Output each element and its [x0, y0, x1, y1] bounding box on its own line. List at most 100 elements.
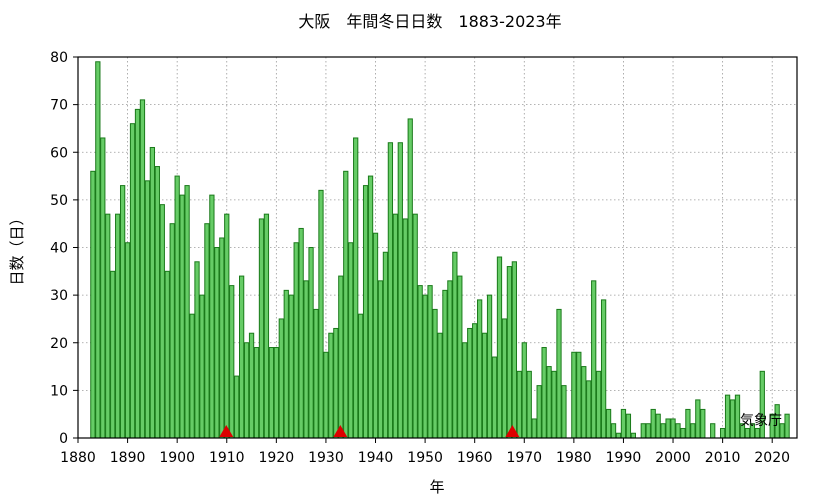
bar-1948 [412, 213, 418, 439]
bar-1996 [650, 408, 656, 439]
station-change-markers [219, 425, 520, 437]
bar-1989 [615, 432, 622, 439]
bar-1945 [397, 142, 403, 439]
x-tick-label: 1910 [209, 450, 245, 466]
bar-1920 [273, 347, 279, 439]
y-tick-label: 70 [50, 98, 68, 114]
bar-1984 [591, 280, 597, 439]
bar-1935 [348, 242, 354, 439]
bar-1949 [417, 285, 423, 439]
bar-1940 [372, 232, 379, 439]
chart-title: 大阪 年間冬日日数 1883-2023年 [298, 12, 561, 31]
x-tick-label: 1970 [506, 450, 542, 466]
bar-2004 [690, 423, 696, 439]
bar-1889 [119, 185, 126, 439]
bar-1918 [263, 213, 270, 439]
y-tick-label: 0 [59, 431, 68, 447]
bar-1904 [194, 261, 200, 439]
bar-1896 [154, 166, 160, 439]
bar-2005 [695, 399, 701, 439]
bar-1991 [625, 413, 632, 439]
bar-1981 [576, 351, 582, 439]
bar-2023 [784, 413, 790, 439]
bar-2003 [685, 408, 691, 439]
bar-2002 [680, 427, 686, 439]
bar-1967 [506, 266, 513, 439]
bar-1988 [610, 423, 617, 439]
x-tick-label: 1900 [159, 450, 195, 466]
x-tick-label: 1960 [457, 450, 493, 466]
bar-1975 [546, 366, 552, 439]
bar-1970 [521, 342, 527, 439]
bar-1898 [164, 270, 170, 439]
bar-1969 [516, 370, 522, 439]
bar-1972 [531, 418, 537, 439]
bar-1917 [258, 218, 265, 439]
bar-1938 [362, 185, 369, 439]
bar-1968 [511, 261, 517, 439]
x-tick-label: 1950 [407, 450, 443, 466]
x-tick-label: 2010 [705, 450, 741, 466]
bar-1912 [234, 375, 240, 439]
y-tick-label: 60 [50, 145, 68, 161]
bar-2006 [700, 408, 706, 439]
bar-1916 [253, 347, 260, 439]
bar-1887 [110, 270, 116, 439]
bar-1932 [333, 327, 339, 439]
bar-1919 [268, 347, 275, 439]
bar-1929 [318, 189, 324, 439]
bar-1943 [387, 142, 394, 439]
bar-1936 [353, 137, 359, 439]
bar-1954 [442, 289, 448, 439]
bar-1953 [437, 332, 443, 439]
bar-1911 [229, 285, 235, 439]
bar-1901 [179, 194, 185, 439]
bar-1990 [620, 408, 627, 439]
bar-1899 [169, 223, 175, 439]
bar-1933 [338, 275, 344, 439]
x-tick-label: 1990 [606, 450, 642, 466]
bar-1999 [665, 418, 671, 439]
y-axis-title: 日数（日） [8, 210, 26, 285]
bar-1900 [174, 175, 180, 439]
bar-1893 [139, 99, 146, 439]
bar-1888 [115, 213, 121, 439]
bar-1941 [377, 280, 384, 439]
station-change-marker-2 [333, 425, 348, 437]
bar-1939 [367, 175, 374, 439]
bar-1927 [308, 247, 314, 439]
y-tick-label: 30 [50, 288, 68, 304]
bar-1961 [477, 299, 483, 439]
bar-1925 [298, 227, 304, 439]
y-tick-label: 20 [50, 336, 68, 352]
x-tick-label: 2020 [754, 450, 790, 466]
bar-1982 [581, 366, 587, 439]
y-axis-ticks: 0 10 20 30 40 50 60 70 80 [50, 50, 78, 447]
bar-1942 [382, 251, 389, 439]
bar-1957 [457, 275, 463, 439]
bar-1906 [204, 223, 210, 439]
x-tick-label: 1930 [308, 450, 344, 466]
bar-1963 [486, 294, 493, 439]
bar-1978 [561, 385, 567, 439]
bar-2011 [724, 394, 731, 439]
bar-1897 [159, 204, 165, 439]
bar-2008 [710, 423, 716, 439]
x-tick-label: 2000 [655, 450, 691, 466]
bar-1946 [402, 218, 408, 439]
bar-1960 [472, 323, 478, 439]
bar-1902 [184, 185, 190, 439]
bar-1890 [124, 242, 131, 439]
bar-1928 [313, 308, 319, 439]
y-tick-label: 40 [50, 241, 68, 257]
bar-1959 [467, 327, 473, 439]
x-tick-label: 1980 [556, 450, 592, 466]
bar-1910 [224, 213, 230, 439]
bar-1962 [481, 332, 488, 439]
bar-1930 [323, 351, 329, 439]
bar-1952 [432, 308, 438, 439]
bar-1885 [100, 137, 106, 439]
bar-1937 [358, 313, 364, 439]
y-tick-label: 80 [50, 50, 68, 66]
